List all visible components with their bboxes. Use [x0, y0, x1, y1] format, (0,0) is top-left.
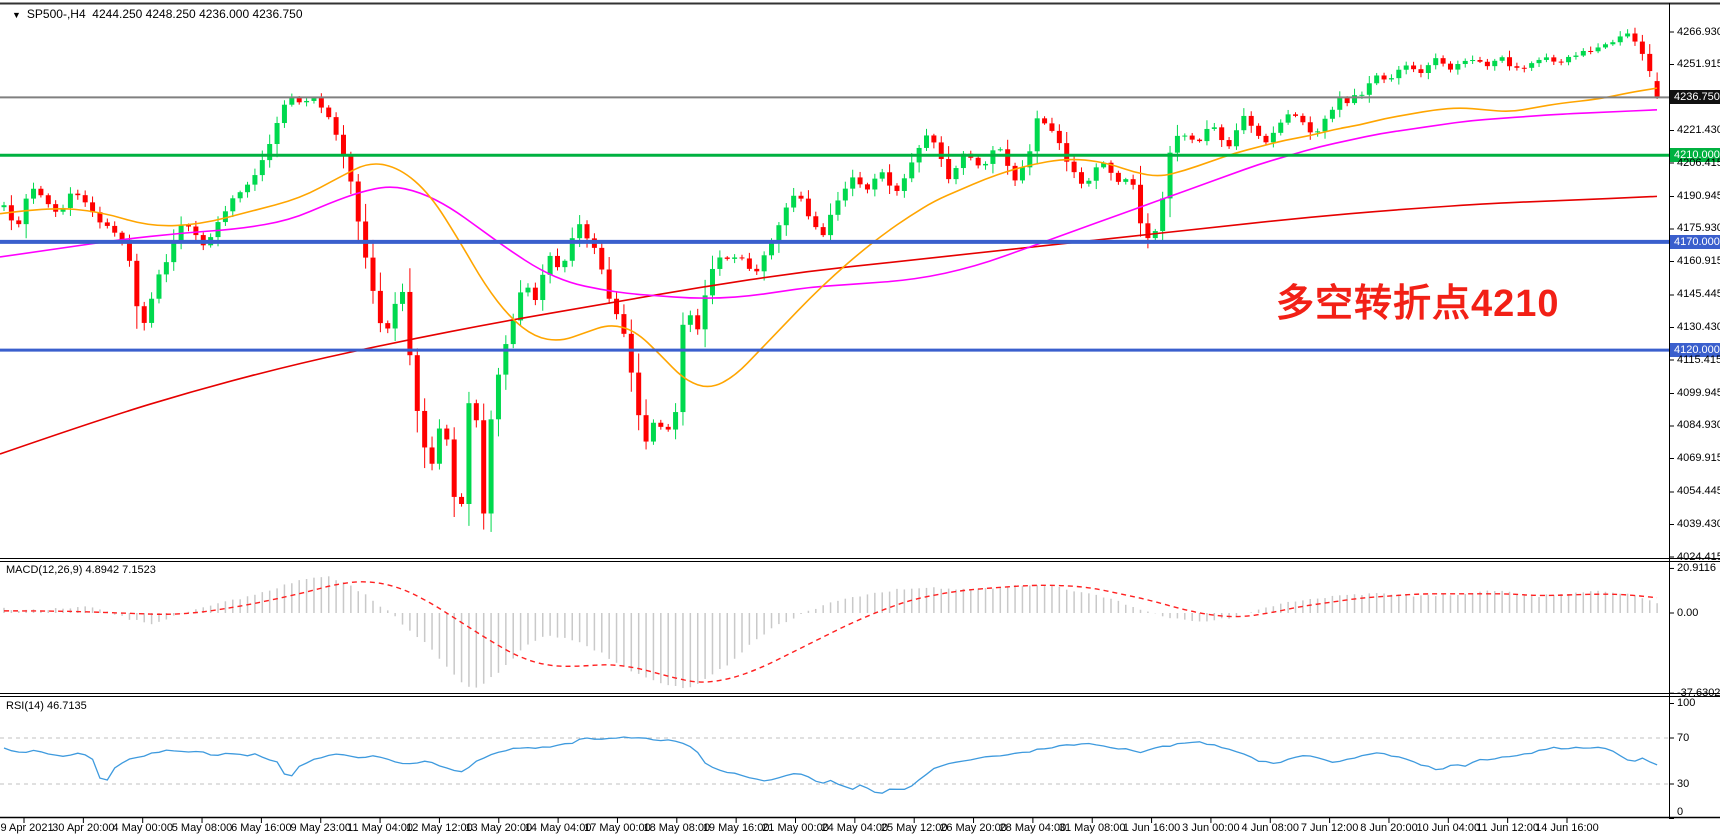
time-axis-label: 14 Jun 16:00	[1535, 822, 1599, 834]
rsi-axis-label: 30	[1677, 777, 1690, 790]
time-axis-label: 5 May 08:00	[171, 822, 233, 834]
time-axis-label: 26 May 20:00	[940, 822, 1007, 834]
macd-axis-label: 0.00	[1677, 606, 1699, 619]
macd-axis-label: 20.9116	[1677, 561, 1716, 574]
chart-annotation-text: 多空转折点4210	[1276, 283, 1560, 325]
price-axis-label: 4221.430	[1677, 123, 1720, 136]
price-axis-label: 4266.930	[1677, 25, 1720, 38]
price-axis-label: 4054.445	[1677, 485, 1720, 498]
price-axis-label: 4160.915	[1677, 255, 1720, 267]
macd-indicator-label: MACD(12,26,9) 4.8942 7.1523	[6, 564, 156, 576]
time-axis-label: 17 May 00:00	[584, 822, 651, 834]
time-axis-label: 11 May 04:00	[347, 822, 413, 834]
price-level-badge: 4236.750	[1670, 90, 1720, 105]
ohlc-quote-values: 4244.250 4248.250 4236.000 4236.750	[92, 7, 303, 21]
time-axis-label: 4 May 00:00	[112, 822, 173, 834]
rsi-axis-label: 100	[1677, 697, 1696, 709]
time-axis-label: 21 May 00:00	[762, 822, 829, 834]
time-axis-label: 9 May 23:00	[290, 822, 351, 834]
macd-name: MACD(12,26,9)	[6, 564, 83, 576]
price-level-badge: 4210.000	[1670, 148, 1720, 163]
time-axis-label: 6 May 16:00	[231, 822, 292, 834]
time-axis-label: 7 Jun 12:00	[1300, 822, 1359, 834]
price-axis-label: 4206.415	[1677, 156, 1720, 169]
price-axis-label: 4115.415	[1677, 353, 1720, 366]
time-axis-label: 3 Jun 00:00	[1182, 822, 1240, 834]
time-axis-label: 13 May 20:00	[465, 822, 533, 834]
time-axis-label: 28 May 04:00	[999, 822, 1067, 834]
time-axis-label: 8 Jun 20:00	[1360, 822, 1418, 834]
macd-values: 4.8942 7.1523	[85, 564, 156, 576]
price-axis-label: 4175.930	[1677, 222, 1720, 235]
price-axis-label: 4069.915	[1677, 452, 1720, 464]
price-axis-label: 4039.430	[1677, 517, 1720, 530]
time-axis-label: 12 May 12:00	[406, 822, 473, 834]
price-axis-label: 4145.445	[1677, 288, 1720, 301]
price-axis-label: 4130.430	[1677, 320, 1720, 333]
price-level-badge: 4170.000	[1670, 234, 1720, 249]
time-axis-label: 1 Jun 16:00	[1122, 822, 1181, 834]
rsi-value: 46.7135	[46, 700, 87, 712]
macd-axis-label: -37.6302	[1677, 686, 1720, 699]
rsi-indicator-label: RSI(14) 46.7135	[6, 700, 87, 712]
time-axis-label: 11 Jun 12:00	[1476, 822, 1540, 834]
symbol-timeframe-label: SP500-,H4	[26, 7, 86, 21]
price-axis-label: 4251.915	[1677, 58, 1720, 70]
time-axis-label: 14 May 04:00	[524, 822, 592, 834]
price-axis-label: 4084.930	[1677, 419, 1720, 432]
rsi-axis-label: 70	[1677, 731, 1690, 744]
time-axis-label: 19 May 16:00	[702, 822, 770, 834]
time-axis-label: 10 Jun 04:00	[1416, 822, 1481, 834]
time-axis-label: 30 Apr 20:00	[52, 822, 115, 834]
time-axis-label: 31 May 08:00	[1058, 822, 1126, 834]
time-axis-label: 29 Apr 2021	[0, 822, 54, 834]
rsi-name: RSI(14)	[6, 700, 44, 712]
rsi-axis-label: 0	[1677, 805, 1684, 818]
price-axis-label: 4190.945	[1677, 189, 1720, 202]
chart-title: ▼ SP500-,H4 4244.250 4248.250 4236.000 42…	[12, 7, 303, 21]
time-axis-label: 18 May 08:00	[643, 822, 711, 834]
price-axis-label: 4099.945	[1677, 386, 1720, 399]
price-level-badge: 4120.000	[1670, 343, 1720, 358]
time-axis-label: 25 May 12:00	[880, 822, 948, 834]
time-axis-label: 4 Jun 08:00	[1241, 822, 1300, 834]
chevron-down-icon[interactable]: ▼	[12, 10, 21, 20]
time-axis-label: 24 May 04:00	[821, 822, 889, 834]
price-axis-label: 4024.415	[1677, 550, 1720, 563]
